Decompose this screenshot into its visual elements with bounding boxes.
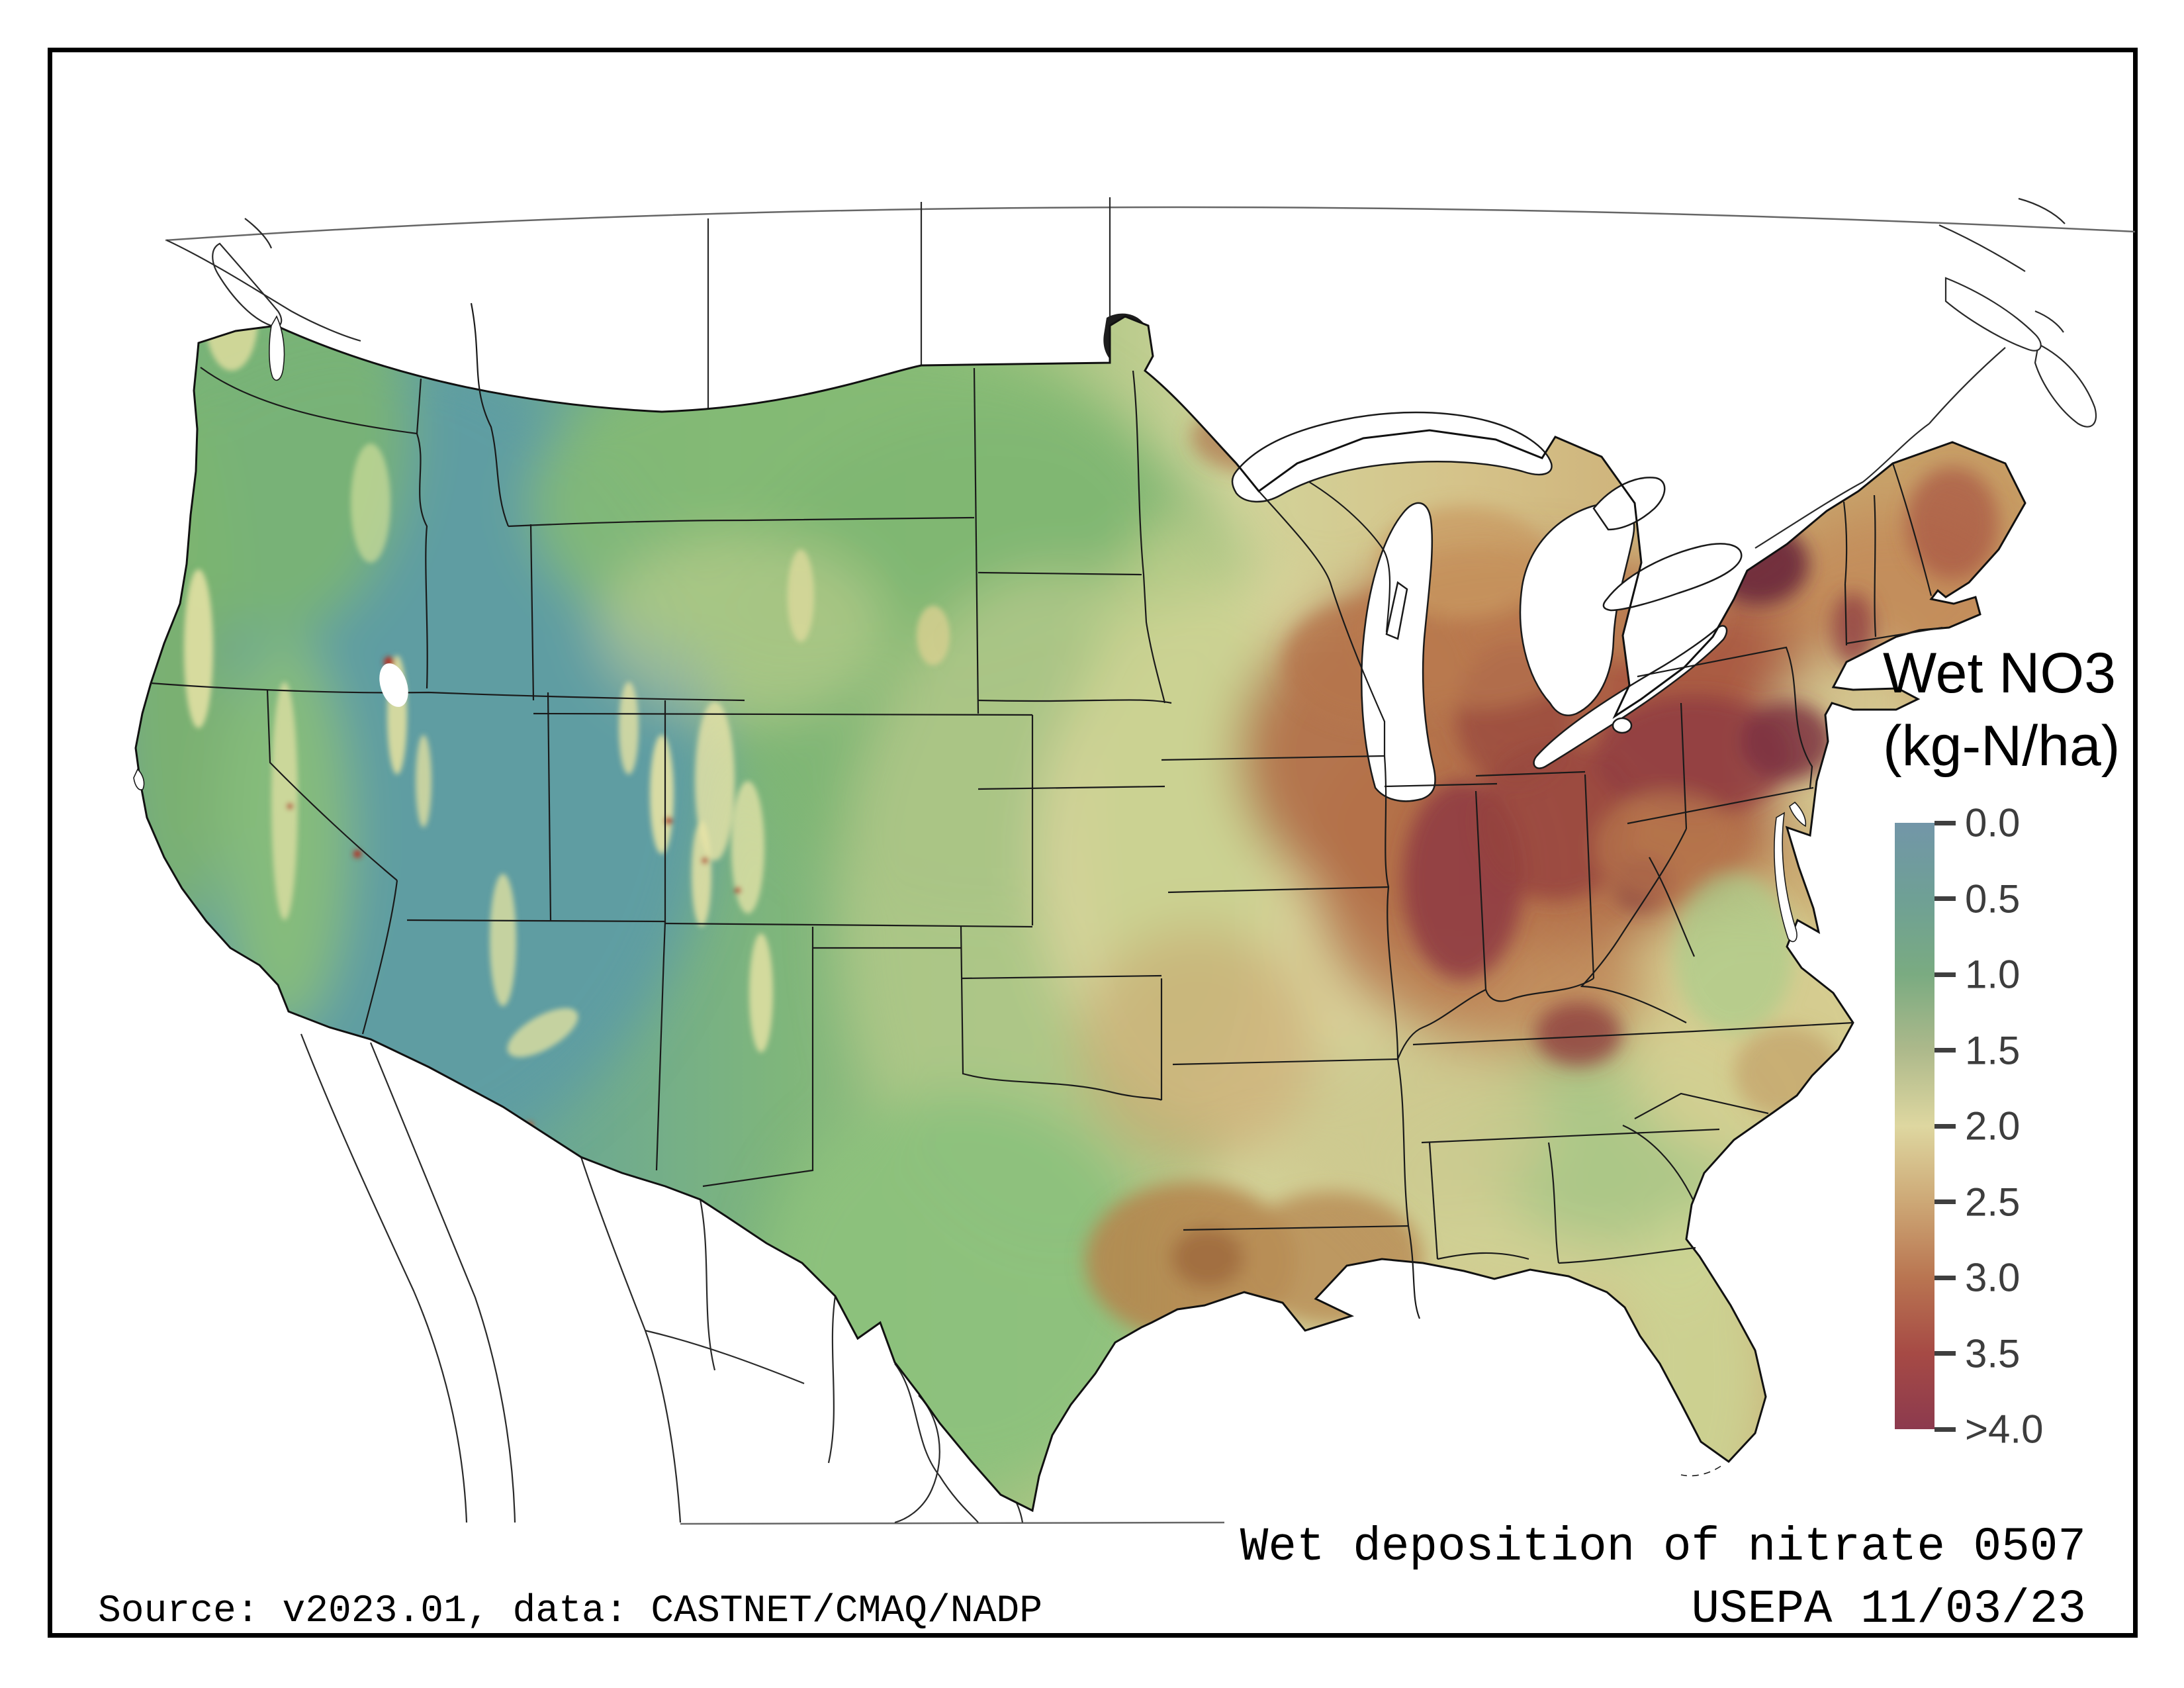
- lake-st-clair: [1612, 717, 1633, 734]
- caption-agency-date: USEPA 11/03/23: [1691, 1583, 2087, 1636]
- colorbar-tick-mark: [1934, 820, 1956, 825]
- colorbar-tick-label: 1.0: [1965, 952, 2021, 997]
- map-domain-boundary: [165, 206, 2136, 1525]
- green-bay: [1385, 581, 1408, 640]
- legend-title-line1: Wet NO3: [1883, 641, 2116, 705]
- colorbar-tick-label: 0.5: [1965, 876, 2021, 921]
- state-borders: [150, 303, 1943, 1319]
- sf-bay: [133, 768, 145, 790]
- florida-keys: [1680, 1466, 1721, 1477]
- caption-source: Source: v2023.01, data: CASTNET/CMAQ/NAD…: [98, 1590, 1043, 1633]
- colorbar-tick-label: 2.5: [1965, 1180, 2021, 1224]
- colorbar-tick-label: >4.0: [1965, 1407, 2044, 1452]
- legend-title: Wet NO3 (kg-N/ha): [1883, 637, 2120, 782]
- puget-sound: [269, 315, 285, 381]
- colorbar-tick-mark: [1934, 1123, 1956, 1129]
- lake-michigan: [1361, 502, 1436, 802]
- colorbar-ticks: 0.0 0.5 1.0 1.5 2.0 2.5 3.0 3.5 >4.0: [1934, 801, 2133, 1452]
- colorbar-tick-mark: [1934, 1427, 1956, 1432]
- colorbar-tick-mark: [1934, 972, 1956, 977]
- lake-superior: [1231, 411, 1553, 503]
- colorbar: [1895, 823, 1934, 1429]
- colorbar-tick-mark: [1934, 896, 1956, 901]
- figure-frame: [48, 48, 2138, 1638]
- colorbar-tick-mark: [1934, 1275, 1956, 1280]
- great-salt-lake: [379, 663, 408, 707]
- legend-title-line2: (kg-N/ha): [1883, 714, 2120, 778]
- colorbar-tick-label: 2.0: [1965, 1103, 2021, 1149]
- lake-ontario: [1602, 543, 1743, 612]
- chesapeake-bay: [1774, 812, 1797, 943]
- delaware-bay: [1789, 801, 1807, 827]
- colorbar-tick-label: 3.0: [1965, 1255, 2021, 1300]
- colorbar-tick-label: 0.0: [1965, 800, 2021, 845]
- colorbar-tick-mark: [1934, 1351, 1956, 1356]
- colorbar-tick-mark: [1934, 1199, 1956, 1204]
- colorbar-tick-label: 1.5: [1965, 1028, 2021, 1072]
- caption-title: Wet deposition of nitrate 0507: [1240, 1521, 2086, 1574]
- colorbar-tick-mark: [1934, 1048, 1956, 1053]
- lake-erie: [1533, 625, 1728, 769]
- colorbar-tick-label: 3.5: [1965, 1331, 2021, 1376]
- water-details: [133, 315, 1807, 1477]
- great-lakes: [1231, 411, 1743, 802]
